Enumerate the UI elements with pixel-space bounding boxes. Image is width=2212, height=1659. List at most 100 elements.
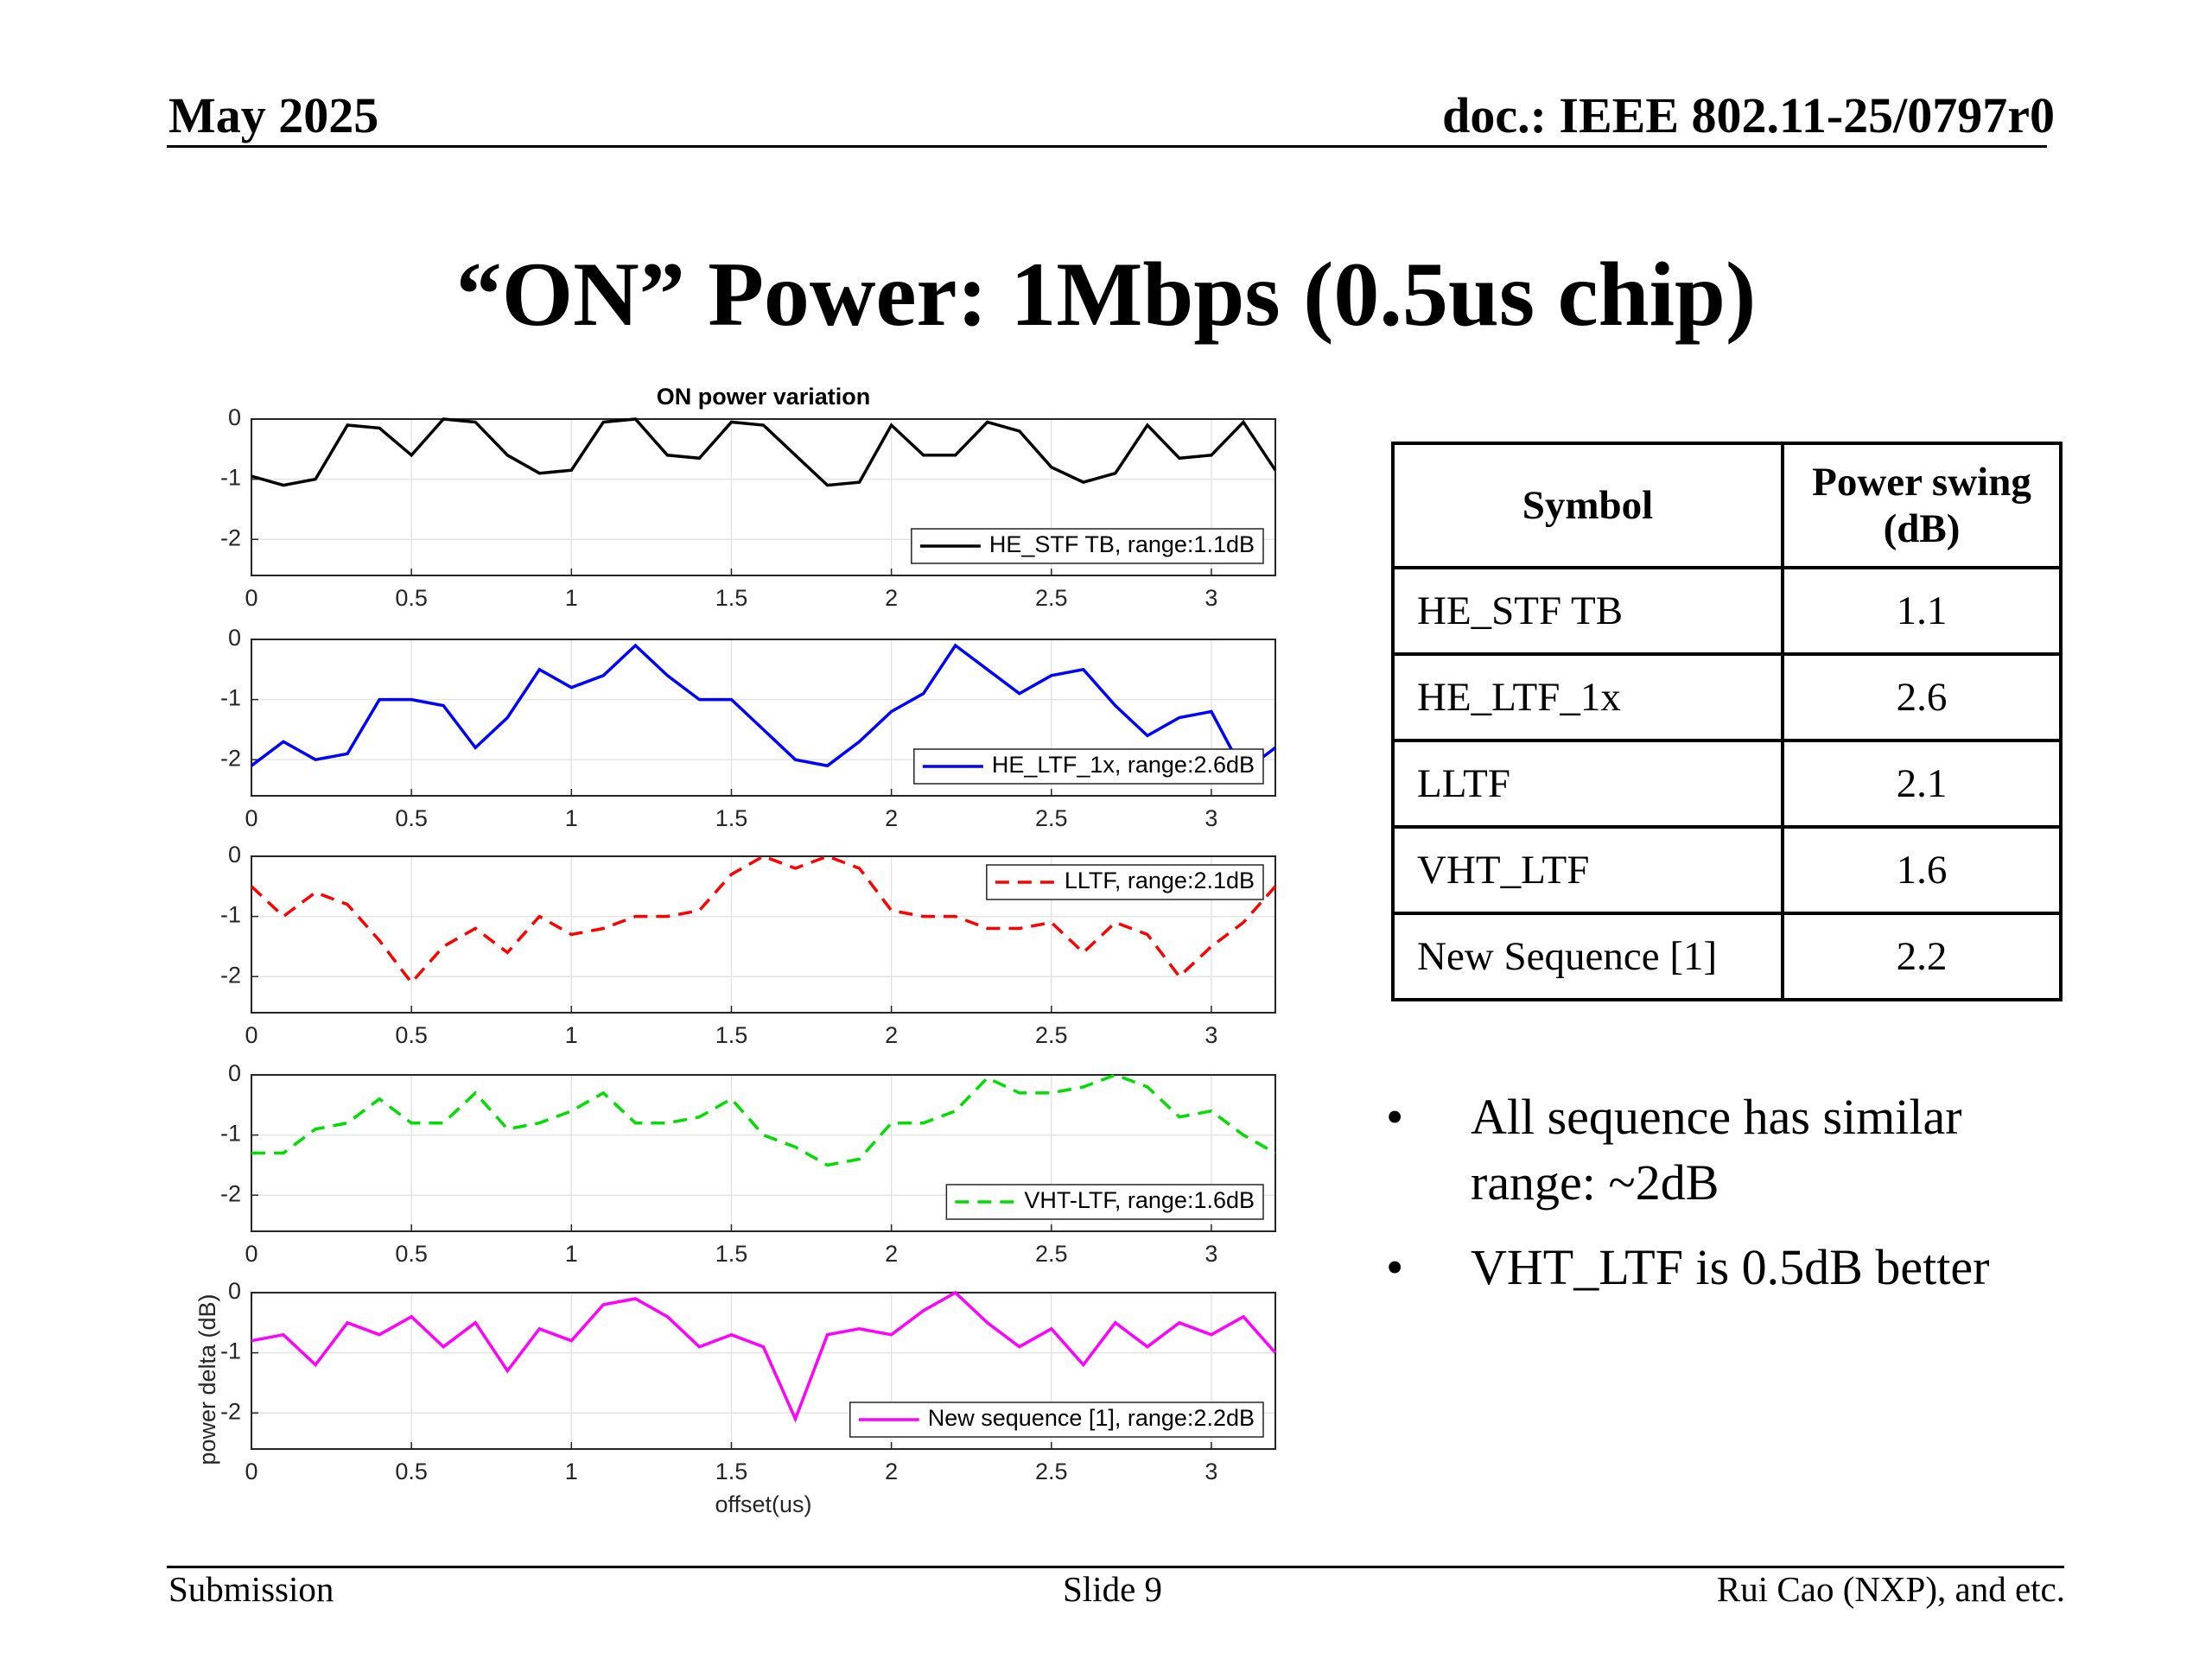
table-cell: LLTF [1391,739,1784,829]
x-tick-label: 1.5 [715,585,748,611]
table-header-cell: Symbol [1391,442,1784,569]
x-tick-label: 1 [565,1459,578,1484]
x-tick-label: 0 [245,585,257,611]
x-tick-label: 1 [565,585,578,611]
x-tick-label: 0.5 [395,1022,428,1048]
table-row: HE_LTF_1x 2.6 [1391,652,2063,742]
x-tick-label: 1 [565,1241,578,1267]
x-tick-label: 3 [1205,1022,1217,1048]
y-tick-label: -1 [220,1121,241,1147]
bullet: VHT_LTF is 0.5dB better [1382,1235,2091,1300]
table-cell: 1.1 [1781,566,2063,656]
y-tick-label: -2 [220,962,241,988]
x-tick-label: 1.5 [715,1459,748,1484]
x-tick-label: 0.5 [395,1459,428,1484]
x-tick-label: 2.5 [1035,805,1068,831]
y-tick-label: 0 [228,842,241,868]
header-date: May 2025 [168,87,379,143]
legend: VHT-LTF, range:1.6dB [945,1184,1264,1220]
x-tick-label: 2.5 [1035,1459,1068,1484]
y-tick-label: -2 [220,524,241,550]
legend-label: VHT-LTF, range:1.6dB [1024,1187,1255,1213]
x-tick-label: 2 [885,585,898,611]
x-tick-label: 1 [565,1022,578,1048]
x-tick-label: 2 [885,1459,898,1484]
x-tick-label: 0 [245,1022,257,1048]
table-cell: 2.6 [1781,652,2063,742]
data-line [251,1073,1276,1167]
legend: HE_LTF_1x, range:2.6dB [913,748,1264,785]
x-tick-label: 2 [885,1241,898,1267]
table-cell: HE_LTF_1x [1391,652,1784,742]
y-tick-label: 0 [228,404,241,430]
y-tick-label: 0 [228,625,241,651]
x-tick-label: 1 [565,805,578,831]
plot-frame [251,1292,1276,1450]
legend-box [986,864,1264,900]
x-tick-label: 2 [885,805,898,831]
legend: HE_STF TB, range:1.1dB [911,528,1264,564]
footer-center: Slide 9 [1063,1569,1163,1609]
x-tick-label: 0 [245,1459,257,1484]
table-cell: 2.1 [1781,739,2063,829]
y-tick-label: -1 [220,685,241,711]
legend-label: LLTF, range:2.1dB [1065,868,1255,893]
legend-label: HE_LTF_1x, range:2.6dB [992,752,1255,778]
x-tick-label: 2 [885,1022,898,1048]
x-tick-label: 0 [245,805,257,831]
table-row: VHT_LTF 1.6 [1391,825,2063,915]
x-tick-label: 3 [1205,805,1217,831]
legend-label: HE_STF TB, range:1.1dB [989,531,1255,557]
table-row: HE_STF TB 1.1 [1391,566,2063,656]
table-cell: 2.2 [1781,912,2063,1001]
table-row: New Sequence [1] 2.2 [1391,912,2063,1001]
plot-frame [251,639,1276,797]
y-tick-label: 0 [228,1060,241,1086]
x-tick-label: 3 [1205,1459,1217,1484]
x-tick-label: 2.5 [1035,1022,1068,1048]
x-tick-label: 0.5 [395,805,428,831]
bullet-list: All sequence has similar range: ~2dB VHT… [1382,1084,2091,1319]
x-tick-label: 0.5 [395,585,428,611]
slide-title: “ON” Power: 1Mbps (0.5us chip) [455,244,1757,345]
x-tick-label: 3 [1205,1241,1217,1267]
plot-frame [251,418,1276,576]
x-tick-label: 0 [245,1241,257,1267]
legend: LLTF, range:2.1dB [986,864,1264,900]
header-rule [167,145,2047,148]
bullet: All sequence has similar range: ~2dB [1382,1084,2091,1216]
legend-label: New sequence [1], range:2.2dB [928,1405,1255,1431]
table-cell: HE_STF TB [1391,566,1784,656]
footer-left: Submission [168,1569,334,1609]
table-cell: New Sequence [1] [1391,912,1784,1001]
header-doc: doc.: IEEE 802.11-25/0797r0 [1442,87,2055,143]
swing-table: Symbol Power swing (dB) HE_STF TB 1.1 HE_… [1391,442,2063,1001]
x-tick-label: 1.5 [715,805,748,831]
footer-right: Rui Cao (NXP), and etc. [1716,1569,2065,1609]
x-tick-label: 1.5 [715,1241,748,1267]
table-row: LLTF 2.1 [1391,739,2063,829]
table-cell: 1.6 [1781,825,2063,915]
data-line [251,417,1277,487]
y-tick-label: -2 [220,1398,241,1424]
plot-frame [251,855,1276,1014]
table-header: Symbol Power swing (dB) [1391,442,2063,569]
data-line [250,643,1277,774]
data-line [251,1290,1277,1423]
legend: New sequence [1], range:2.2dB [849,1402,1264,1438]
table-header-cell: Power swing (dB) [1781,442,2063,569]
y-tick-label: -1 [220,465,241,491]
x-tick-label: 2.5 [1035,1241,1068,1267]
legend-box [945,1184,1264,1220]
y-tick-label: -1 [220,902,241,928]
y-tick-label: -2 [220,1180,241,1206]
table-cell: VHT_LTF [1391,825,1784,915]
y-tick-label: -1 [220,1338,241,1364]
y-axis-label: power delta (dB) [194,1294,220,1465]
x-tick-label: 3 [1205,585,1217,611]
data-line [250,855,1277,985]
y-tick-label: 0 [228,1278,241,1304]
footer-rule [167,1566,2064,1568]
